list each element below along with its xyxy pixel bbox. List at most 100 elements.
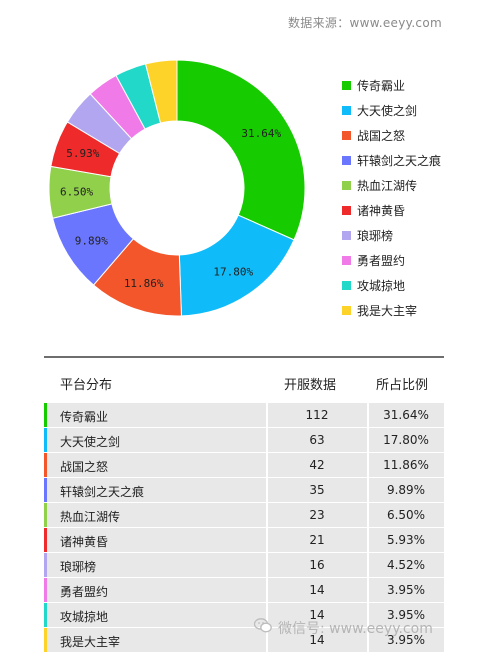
row-share: 9.89% — [386, 483, 426, 497]
row-color-marker — [44, 628, 47, 652]
row-color-marker — [44, 603, 47, 627]
data-source-note: 数据来源：www.eeyy.com — [288, 16, 442, 30]
table-row: 战国之怒 42 11.86% — [44, 453, 444, 477]
table-body: 传奇霸业 112 31.64% 大天使之剑 63 17.80% 战国之怒 42 11.86% 轩辕… — [44, 403, 444, 653]
legend-swatch — [342, 131, 351, 140]
slice-label-0: 31.64% — [241, 127, 281, 140]
column-separator — [266, 478, 268, 502]
column-separator — [266, 628, 268, 652]
legend-swatch — [342, 306, 351, 315]
header-count: 开服数据 — [284, 378, 337, 393]
legend-swatch — [342, 106, 351, 115]
row-share: 6.50% — [386, 508, 426, 522]
row-platform: 攻城掠地 — [60, 610, 109, 624]
row-share: 3.95% — [386, 583, 426, 597]
legend-swatch — [342, 281, 351, 290]
column-separator — [367, 553, 369, 577]
legend-item-4: 热血江湖传 — [342, 176, 482, 201]
row-platform: 诸神黄昏 — [60, 535, 109, 549]
row-count: 112 — [305, 408, 329, 422]
row-count: 21 — [309, 533, 325, 547]
donut-slice-1 — [178, 214, 295, 317]
table-row: 热血江湖传 23 6.50% — [44, 503, 444, 527]
row-platform: 琅琊榜 — [60, 560, 97, 574]
chart-legend: 传奇霸业大天使之剑战国之怒轩辕剑之天之痕 热血江湖传诸神黄昏琅琊榜勇者盟约攻城掠地… — [342, 76, 482, 326]
donut-slice-0 — [176, 59, 306, 241]
slice-label-3: 9.89% — [75, 235, 108, 248]
column-separator — [266, 528, 268, 552]
table-row: 诸神黄昏 21 5.93% — [44, 528, 444, 552]
column-separator — [266, 428, 268, 452]
table-row: 大天使之剑 63 17.80% — [44, 428, 444, 452]
row-count: 42 — [309, 458, 325, 472]
row-share: 3.95% — [386, 633, 426, 647]
row-count: 63 — [309, 433, 325, 447]
row-share: 11.86% — [383, 458, 429, 472]
row-color-marker — [44, 478, 47, 502]
column-separator — [367, 528, 369, 552]
legend-label: 传奇霸业 — [357, 79, 406, 93]
legend-label: 琅琊榜 — [357, 229, 394, 243]
column-separator — [367, 453, 369, 477]
row-color-marker — [44, 553, 47, 577]
column-separator — [367, 603, 369, 627]
row-color-marker — [44, 578, 47, 602]
row-count: 23 — [309, 508, 325, 522]
table-row: 勇者盟约 14 3.95% — [44, 578, 444, 602]
wechat-icon — [253, 618, 272, 637]
table-row: 攻城掠地 14 3.95% — [44, 603, 444, 627]
row-platform: 轩辕剑之天之痕 — [60, 485, 145, 499]
donut-chart: 31.64% 17.80% 11.86% 9.89% 6.50% 5.93% — [48, 59, 306, 317]
row-color-marker — [44, 503, 47, 527]
legend-label: 轩辕剑之天之痕 — [357, 154, 442, 168]
legend-item-5: 诸神黄昏 — [342, 201, 482, 226]
row-share: 3.95% — [386, 608, 426, 622]
legend-swatch — [342, 206, 351, 215]
row-color-marker — [44, 453, 47, 477]
row-platform: 传奇霸业 — [60, 410, 109, 424]
table-row: 传奇霸业 112 31.64% — [44, 403, 444, 427]
legend-label: 战国之怒 — [357, 129, 406, 143]
legend-swatch — [342, 231, 351, 240]
column-separator — [367, 428, 369, 452]
legend-swatch — [342, 81, 351, 90]
legend-item-7: 勇者盟约 — [342, 251, 482, 276]
column-separator — [266, 603, 268, 627]
column-separator — [266, 553, 268, 577]
slice-label-2: 11.86% — [124, 277, 164, 290]
legend-item-2: 战国之怒 — [342, 126, 482, 151]
row-platform: 大天使之剑 — [60, 435, 121, 449]
column-separator — [266, 403, 268, 427]
table-row: 我是大主宰 14 3.95% — [44, 628, 444, 652]
row-count: 14 — [309, 608, 325, 622]
slice-label-5: 5.93% — [66, 147, 99, 160]
row-color-marker — [44, 428, 47, 452]
row-share: 4.52% — [386, 558, 426, 572]
legend-swatch — [342, 256, 351, 265]
column-separator — [266, 503, 268, 527]
legend-item-3: 轩辕剑之天之痕 — [342, 151, 482, 176]
row-platform: 战国之怒 — [60, 460, 109, 474]
legend-label: 诸神黄昏 — [357, 204, 406, 218]
legend-label: 我是大主宰 — [357, 304, 418, 318]
row-color-marker — [44, 403, 47, 427]
wechat-text: 微信号: www.eeyy.com — [278, 621, 433, 637]
table-row: 轩辕剑之天之痕 35 9.89% — [44, 478, 444, 502]
legend-label: 热血江湖传 — [357, 179, 418, 193]
column-separator — [367, 478, 369, 502]
row-color-marker — [44, 528, 47, 552]
row-count: 35 — [309, 483, 325, 497]
legend-swatch — [342, 181, 351, 190]
legend-item-9: 我是大主宰 — [342, 301, 482, 326]
legend-label: 攻城掠地 — [357, 279, 406, 293]
column-separator — [266, 453, 268, 477]
row-share: 5.93% — [386, 533, 426, 547]
legend-item-6: 琅琊榜 — [342, 226, 482, 251]
column-separator — [367, 578, 369, 602]
row-platform: 我是大主宰 — [60, 635, 121, 649]
legend-item-1: 大天使之剑 — [342, 101, 482, 126]
row-platform: 勇者盟约 — [60, 585, 109, 599]
row-share: 17.80% — [383, 433, 429, 447]
row-platform: 热血江湖传 — [60, 510, 121, 524]
wechat-watermark: 微信号: www.eeyy.com — [253, 618, 433, 638]
